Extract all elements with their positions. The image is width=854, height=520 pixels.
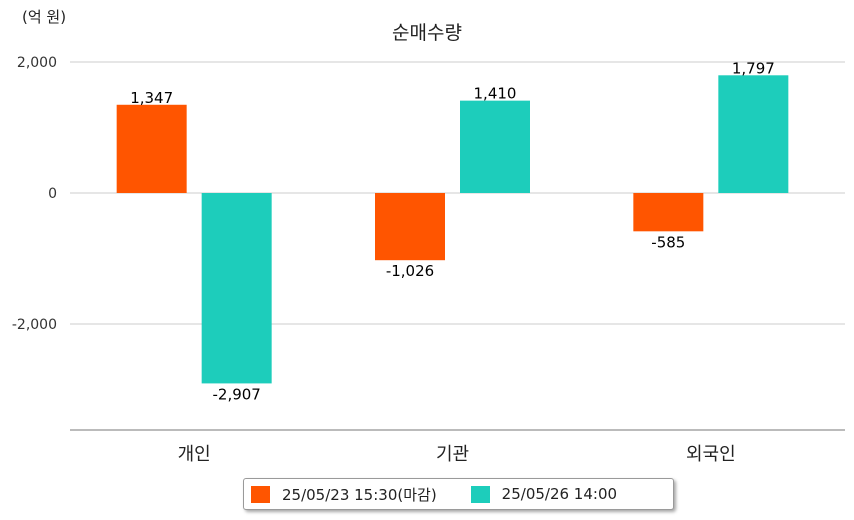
legend-label-series-2: 25/05/26 14:00 xyxy=(501,485,618,503)
legend-item-series-1[interactable]: 25/05/23 15:30(마감) xyxy=(251,484,437,505)
x-tick-label: 개인 xyxy=(178,444,211,465)
y-tick-label: 0 xyxy=(48,186,57,202)
bar xyxy=(460,100,530,193)
y-tick-label: -2,000 xyxy=(12,317,57,333)
data-label: -1,026 xyxy=(386,262,434,280)
bar xyxy=(201,193,272,384)
y-tick-label: 2,000 xyxy=(17,55,57,71)
legend-label-series-1: 25/05/23 15:30(마감) xyxy=(282,485,437,504)
unit-label: (억 원) xyxy=(22,8,67,26)
bar xyxy=(718,75,789,193)
data-label: -2,907 xyxy=(212,385,260,403)
data-label: 1,797 xyxy=(732,59,775,77)
legend-swatch-series-2 xyxy=(470,485,490,503)
bar xyxy=(375,193,445,261)
data-label: 1,410 xyxy=(474,85,517,103)
bar xyxy=(116,104,187,193)
legend-swatch-series-1 xyxy=(251,485,270,503)
data-label: 1,347 xyxy=(130,89,173,107)
legend-item-series-2[interactable]: 25/05/26 14:00 xyxy=(470,485,618,503)
data-label: -585 xyxy=(651,233,685,251)
x-tick-label: 외국인 xyxy=(686,444,736,465)
chart-title: 순매수량 xyxy=(392,22,462,44)
legend: 25/05/23 15:30(마감) 25/05/26 14:00 xyxy=(243,478,674,510)
x-tick-label: 기관 xyxy=(436,444,469,465)
bar xyxy=(633,193,704,232)
